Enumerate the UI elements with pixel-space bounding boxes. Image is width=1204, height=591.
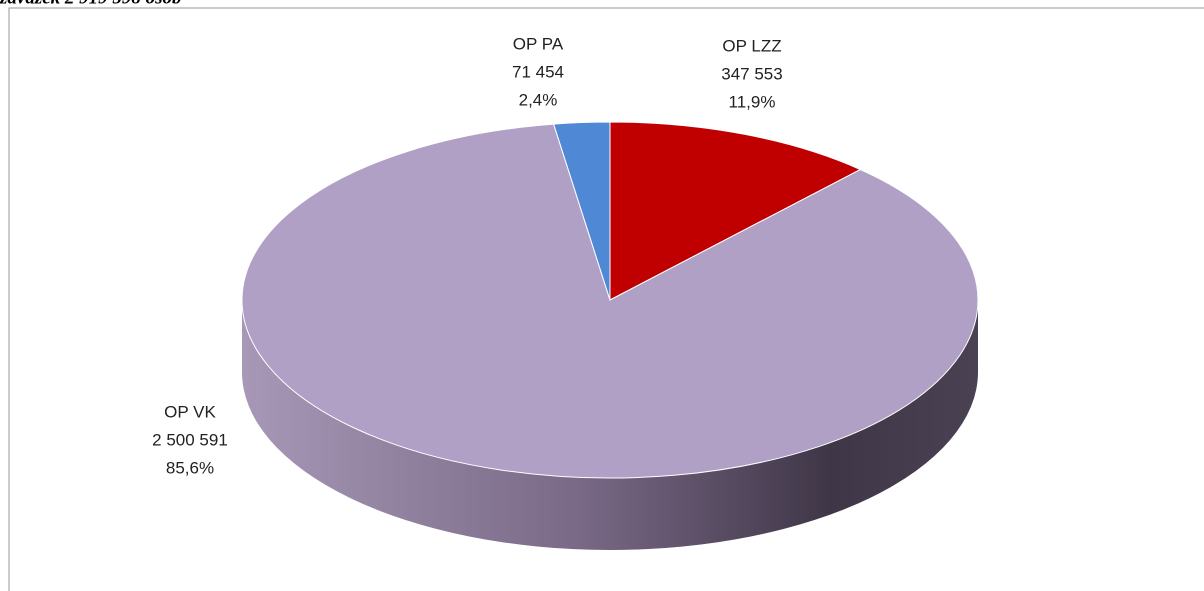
pie-side	[242, 300, 978, 550]
slice-value: 347 553	[721, 64, 782, 83]
chart-title: závazek 2 919 598 osob	[0, 0, 182, 8]
pie-slice	[609, 121, 862, 301]
slice-label: OP PA	[513, 34, 564, 53]
pie-slice	[552, 121, 611, 301]
slice-label: OP LZZ	[722, 36, 781, 55]
chart-frame	[8, 7, 1204, 591]
pie-slice	[241, 123, 979, 479]
slice-percent: 2,4%	[519, 90, 558, 109]
slice-percent: 85,6%	[166, 458, 214, 477]
slice-value: 71 454	[512, 62, 564, 81]
slice-label: OP VK	[164, 402, 216, 421]
slice-percent: 11,9%	[729, 92, 776, 111]
slice-value: 2 500 591	[152, 430, 228, 449]
